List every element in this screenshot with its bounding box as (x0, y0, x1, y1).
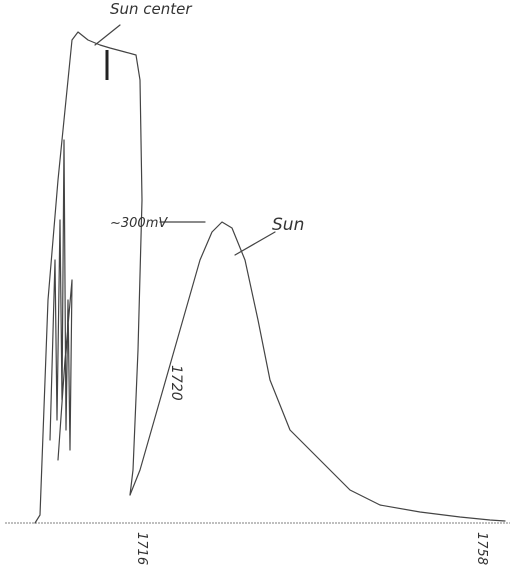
label: Sun center (110, 0, 192, 18)
pointer (95, 25, 120, 45)
label: ~300mV (110, 216, 168, 231)
label: 1716 (134, 532, 149, 565)
trace-sun-center (35, 32, 142, 523)
sketch: Sun center ~300mV Sun 1720 1716 1758 (0, 0, 512, 584)
label: Sun (272, 215, 304, 235)
label: 1720 (168, 365, 184, 401)
pointer (235, 232, 275, 255)
trace-noise (50, 140, 72, 460)
trace-sun (130, 222, 505, 521)
label: 1758 (474, 532, 489, 565)
